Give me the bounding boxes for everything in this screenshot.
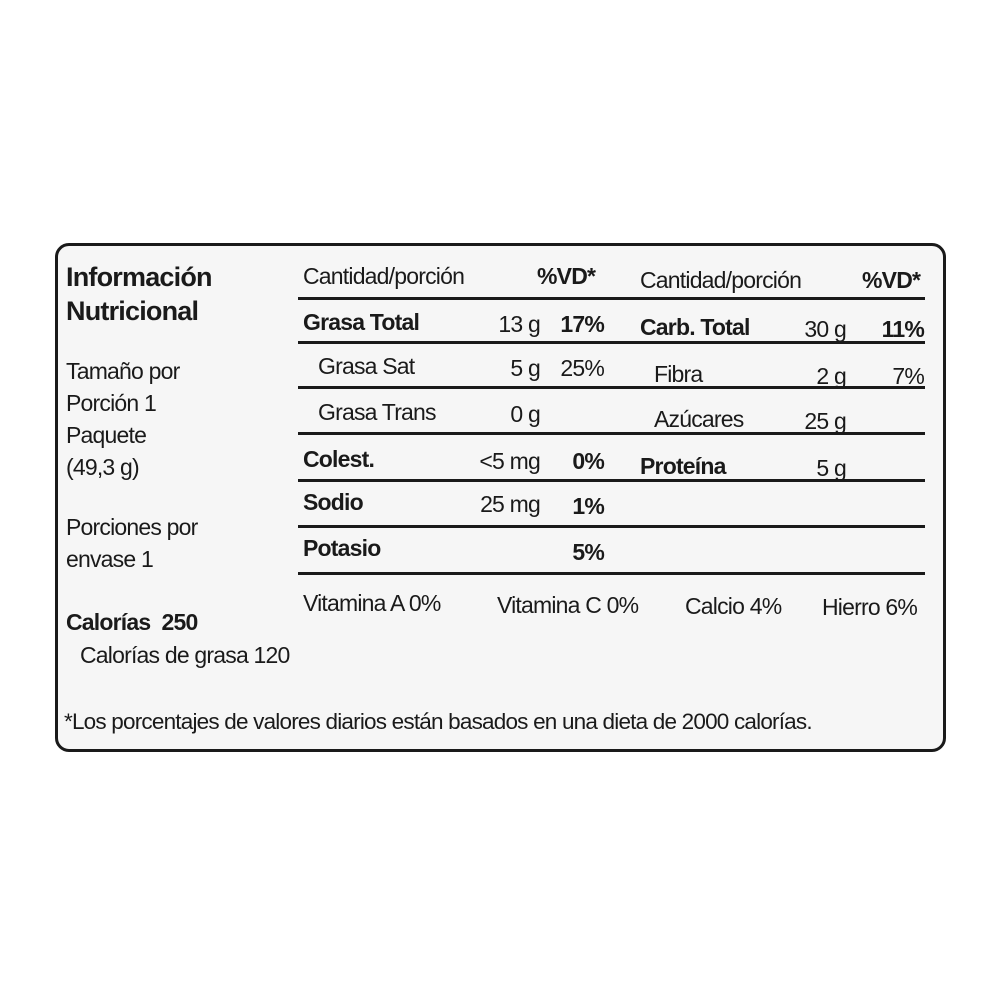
vitamin-c: Vitamina C 0% bbox=[497, 592, 639, 618]
row-amount: 5 g bbox=[510, 355, 540, 381]
row-dv: 0% bbox=[572, 448, 604, 474]
serving-size: Tamaño por bbox=[66, 358, 180, 384]
title: Información bbox=[66, 262, 213, 292]
row-amount: <5 mg bbox=[479, 448, 540, 474]
row-dv: 11% bbox=[881, 316, 925, 342]
serving-size: Paquete bbox=[66, 422, 147, 448]
row-dv: 25% bbox=[560, 355, 604, 381]
footnote: *Los porcentajes de valores diarios está… bbox=[64, 709, 813, 734]
divider bbox=[298, 479, 925, 482]
row-name: Fibra bbox=[654, 361, 703, 387]
row-amount: 5 g bbox=[816, 455, 846, 481]
row-name: Colest. bbox=[303, 446, 375, 472]
header-amount: Cantidad/porción bbox=[303, 263, 465, 289]
fat-calories: Calorías de grasa 120 bbox=[80, 642, 290, 668]
row-name: Grasa Total bbox=[303, 309, 420, 335]
divider bbox=[298, 341, 925, 344]
header-amount: Cantidad/porción bbox=[640, 267, 802, 293]
row-name: Grasa Sat bbox=[318, 353, 415, 379]
nutrition-label bbox=[55, 243, 946, 752]
row-amount: 13 g bbox=[498, 311, 540, 337]
vitamin-a: Vitamina A 0% bbox=[303, 590, 441, 616]
serving-size: (49,3 g) bbox=[66, 454, 140, 480]
header-dv: %VD* bbox=[862, 267, 921, 293]
row-amount: 2 g bbox=[816, 363, 846, 389]
row-dv: 7% bbox=[892, 363, 924, 389]
servings-per-container: Porciones por bbox=[66, 514, 198, 540]
calcium: Calcio 4% bbox=[685, 593, 782, 619]
row-amount: 30 g bbox=[804, 316, 846, 342]
row-amount: 25 g bbox=[804, 408, 846, 434]
row-name: Proteína bbox=[640, 453, 726, 479]
row-amount: 25 mg bbox=[480, 491, 541, 517]
row-amount: 0 g bbox=[510, 401, 540, 427]
row-name: Grasa Trans bbox=[318, 399, 437, 425]
row-dv: 1% bbox=[572, 493, 604, 519]
divider bbox=[298, 432, 925, 435]
serving-size: Porción 1 bbox=[66, 390, 157, 416]
calories: Calorías 250 bbox=[66, 609, 198, 635]
title: Nutricional bbox=[66, 296, 199, 326]
row-name: Sodio bbox=[303, 489, 364, 515]
row-dv: 17% bbox=[560, 311, 604, 337]
row-dv: 5% bbox=[572, 539, 604, 565]
servings-per-container: envase 1 bbox=[66, 546, 154, 572]
iron: Hierro 6% bbox=[822, 594, 918, 620]
divider bbox=[298, 525, 925, 528]
header-dv: %VD* bbox=[537, 263, 596, 289]
divider bbox=[298, 572, 925, 575]
row-name: Azúcares bbox=[654, 406, 744, 432]
divider bbox=[298, 386, 925, 389]
row-name: Carb. Total bbox=[640, 314, 750, 340]
divider bbox=[298, 297, 925, 300]
row-name: Potasio bbox=[303, 535, 381, 561]
